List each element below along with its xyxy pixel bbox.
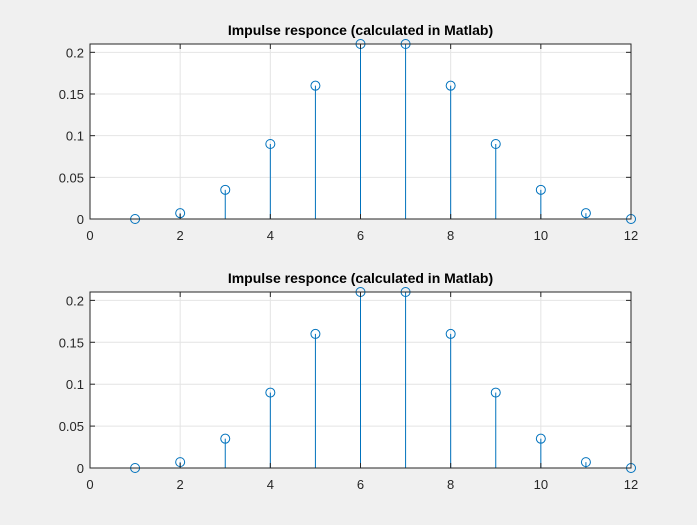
y-tick-label: 0 xyxy=(77,212,84,227)
stem-marker xyxy=(310,328,321,339)
x-tick-label: 10 xyxy=(534,477,548,492)
stem-marker xyxy=(220,433,231,444)
x-tick-label: 2 xyxy=(177,228,184,243)
stem-marker xyxy=(580,208,591,219)
stem-marker xyxy=(310,80,321,91)
x-tick-label: 10 xyxy=(534,228,548,243)
x-tick-label: 0 xyxy=(86,477,93,492)
stem-marker xyxy=(445,328,456,339)
y-tick-label: 0.2 xyxy=(66,293,84,308)
x-tick-label: 8 xyxy=(447,477,454,492)
stem-marker xyxy=(490,139,501,149)
ticks: 0 2 4 6 8 10 12 0 0.05 0.1 0.15 0.2 xyxy=(59,44,638,243)
stem-marker xyxy=(220,184,231,195)
stem-marker xyxy=(265,387,276,398)
y-tick-label: 0 xyxy=(77,461,84,476)
x-tick-label: 8 xyxy=(447,228,454,243)
stem-marker xyxy=(535,433,546,444)
x-tick-label: 12 xyxy=(624,228,638,243)
chart-title: Impulse responce (calculated in Matlab) xyxy=(228,22,493,38)
subplot-bottom: 0 2 4 6 8 10 12 0 0.05 0.1 0.15 0.2 Impulse responc… xyxy=(59,270,639,492)
y-tick-label: 0.2 xyxy=(66,45,84,60)
y-tick-label: 0.15 xyxy=(59,335,84,350)
x-tick-label: 6 xyxy=(357,228,364,243)
x-tick-label: 4 xyxy=(267,477,274,492)
stem-marker xyxy=(580,457,591,468)
stem-marker xyxy=(445,80,456,91)
y-tick-label: 0.05 xyxy=(59,170,84,185)
stem-marker xyxy=(265,139,276,149)
y-tick-label: 0.05 xyxy=(59,419,84,434)
chart-title: Impulse responce (calculated in Matlab) xyxy=(228,270,493,286)
x-tick-label: 2 xyxy=(177,477,184,492)
ticks: 0 2 4 6 8 10 12 0 0.05 0.1 0.15 0.2 xyxy=(59,292,638,492)
y-tick-label: 0.15 xyxy=(59,87,84,102)
x-tick-label: 4 xyxy=(267,228,274,243)
stem-marker xyxy=(490,387,501,398)
y-tick-label: 0.1 xyxy=(66,377,84,392)
y-tick-label: 0.1 xyxy=(66,129,84,144)
stem-marker xyxy=(535,184,546,195)
x-tick-label: 6 xyxy=(357,477,364,492)
x-tick-label: 12 xyxy=(624,477,638,492)
subplot-top: 0 2 4 6 8 10 12 0 0.05 0.1 0.15 0.2 Impulse responc… xyxy=(59,22,639,243)
x-tick-label: 0 xyxy=(86,228,93,243)
